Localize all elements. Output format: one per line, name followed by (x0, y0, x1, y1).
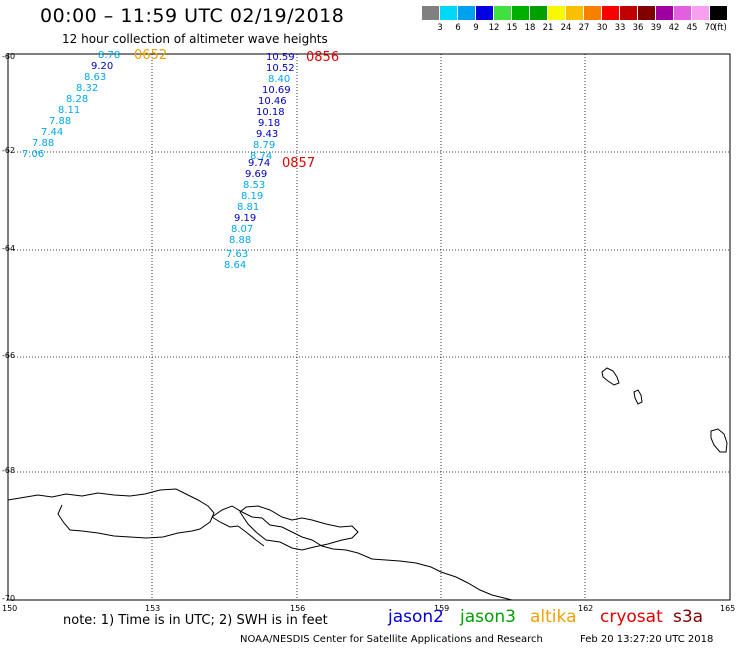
scale-label: 70 (704, 23, 716, 33)
wave-height-value: 7.88 (49, 116, 72, 127)
wave-height-value: 8.64 (224, 260, 247, 271)
scale-swatch (494, 6, 512, 20)
lon-label: 162 (578, 604, 594, 613)
credit-text: NOAA/NESDIS Center for Satellite Applica… (240, 634, 543, 645)
lon-label: 165 (720, 604, 736, 613)
scale-swatch (530, 6, 548, 20)
scale-label: 3 (437, 23, 443, 33)
wave-height-value: 8.40 (268, 74, 291, 85)
wave-height-value: 8.07 (231, 224, 254, 235)
scale-swatch (620, 6, 638, 20)
legend-s3a: s3a (673, 607, 704, 627)
wave-height-value: 7.06 (22, 149, 45, 160)
scale-swatch (638, 6, 656, 20)
scale-label: 39 (650, 23, 662, 33)
generated-timestamp: Feb 20 13:27:20 UTC 2018 (580, 634, 714, 645)
scale-label: 33 (614, 23, 626, 33)
scale-label: 30 (596, 23, 608, 33)
lat-label: -70 (2, 594, 16, 603)
wave-height-value: 8.81 (237, 202, 260, 213)
coastline-antarctica (7, 488, 513, 601)
scale-label: 15 (506, 23, 518, 33)
wave-height-value: 7.88 (32, 138, 55, 149)
scale-swatch (674, 6, 692, 20)
lon-label: 153 (145, 604, 161, 613)
scale-label: 36 (632, 23, 644, 33)
wave-height-value: 8.19 (241, 191, 264, 202)
map-frame (7, 53, 731, 601)
scale-swatch (548, 6, 566, 20)
wave-height-value: 8.53 (243, 180, 266, 191)
pass-time-label: 0856 (306, 50, 340, 65)
wave-height-value: 7.63 (226, 249, 249, 260)
wave-height-value: 9.19 (234, 213, 257, 224)
wave-height-value: 9.69 (245, 169, 268, 180)
scale-swatch (566, 6, 584, 20)
wave-height-value: 7.44 (41, 127, 64, 138)
legend-jason2: jason2 (388, 607, 444, 627)
wave-height-value: 8.74 (250, 151, 273, 162)
lat-label: -64 (2, 244, 16, 253)
scale-label: 21 (542, 23, 554, 33)
scale-label: 6 (455, 23, 461, 33)
wave-height-value: 8.32 (76, 83, 99, 94)
scale-swatch (440, 6, 458, 20)
wave-height-value: 9.18 (258, 118, 281, 129)
wave-height-value: 10.59 (266, 52, 295, 63)
wave-height-value: 8.28 (66, 94, 89, 105)
wave-height-value: 8.79 (253, 140, 276, 151)
legend-altika: altika (530, 607, 577, 627)
map-title: 00:00 – 11:59 UTC 02/19/2018 (40, 5, 345, 27)
scale-swatch (710, 6, 728, 20)
legend-jason3: jason3 (460, 607, 516, 627)
scale-swatch (422, 6, 440, 20)
wave-height-value: 9.43 (256, 129, 279, 140)
pass-time-label: 0652 (134, 48, 168, 63)
wave-height-value: 10.69 (262, 85, 291, 96)
wave-height-value: 10.46 (258, 96, 287, 107)
islands (601, 367, 728, 453)
lat-label: -66 (2, 351, 16, 360)
wave-height-value: 8.78 (98, 50, 121, 61)
scale-swatch (656, 6, 674, 20)
scale-swatch (584, 6, 602, 20)
scale-swatch (602, 6, 620, 20)
map-subtitle: 12 hour collection of altimeter wave hei… (62, 32, 328, 46)
lon-label: 150 (2, 604, 18, 613)
scale-label: 45 (686, 23, 698, 33)
legend-cryosat: cryosat (600, 607, 663, 627)
scale-swatch (692, 6, 710, 20)
lat-label: -62 (2, 146, 16, 155)
scale-label: 27 (578, 23, 590, 33)
scale-label: 9 (473, 23, 479, 33)
scale-label: 24 (560, 23, 572, 33)
scale-unit: (ft) (714, 23, 727, 33)
wave-height-value: 9.74 (248, 158, 271, 169)
scale-label: 18 (524, 23, 536, 33)
lat-label: -60 (2, 52, 16, 61)
wave-height-value: 8.11 (58, 105, 81, 116)
wave-height-value: 8.88 (229, 235, 252, 246)
scale-label: 42 (668, 23, 680, 33)
footer-note: note: 1) Time is in UTC; 2) SWH is in fe… (63, 613, 328, 628)
lon-label: 159 (434, 604, 450, 613)
wave-height-value: 8.63 (84, 72, 107, 83)
lat-grid-lines (8, 151, 730, 473)
wave-height-value: 10.18 (256, 107, 285, 118)
scale-swatch (458, 6, 476, 20)
lon-grid-lines (151, 54, 586, 600)
wave-height-value: 10.52 (266, 63, 295, 74)
scale-swatch (476, 6, 494, 20)
scale-label: 12 (488, 23, 500, 33)
lat-label: -68 (2, 466, 16, 475)
wave-height-value: 9.20 (91, 61, 114, 72)
lon-label: 156 (290, 604, 306, 613)
scale-swatch (512, 6, 530, 20)
pass-time-label: 0857 (282, 156, 316, 171)
